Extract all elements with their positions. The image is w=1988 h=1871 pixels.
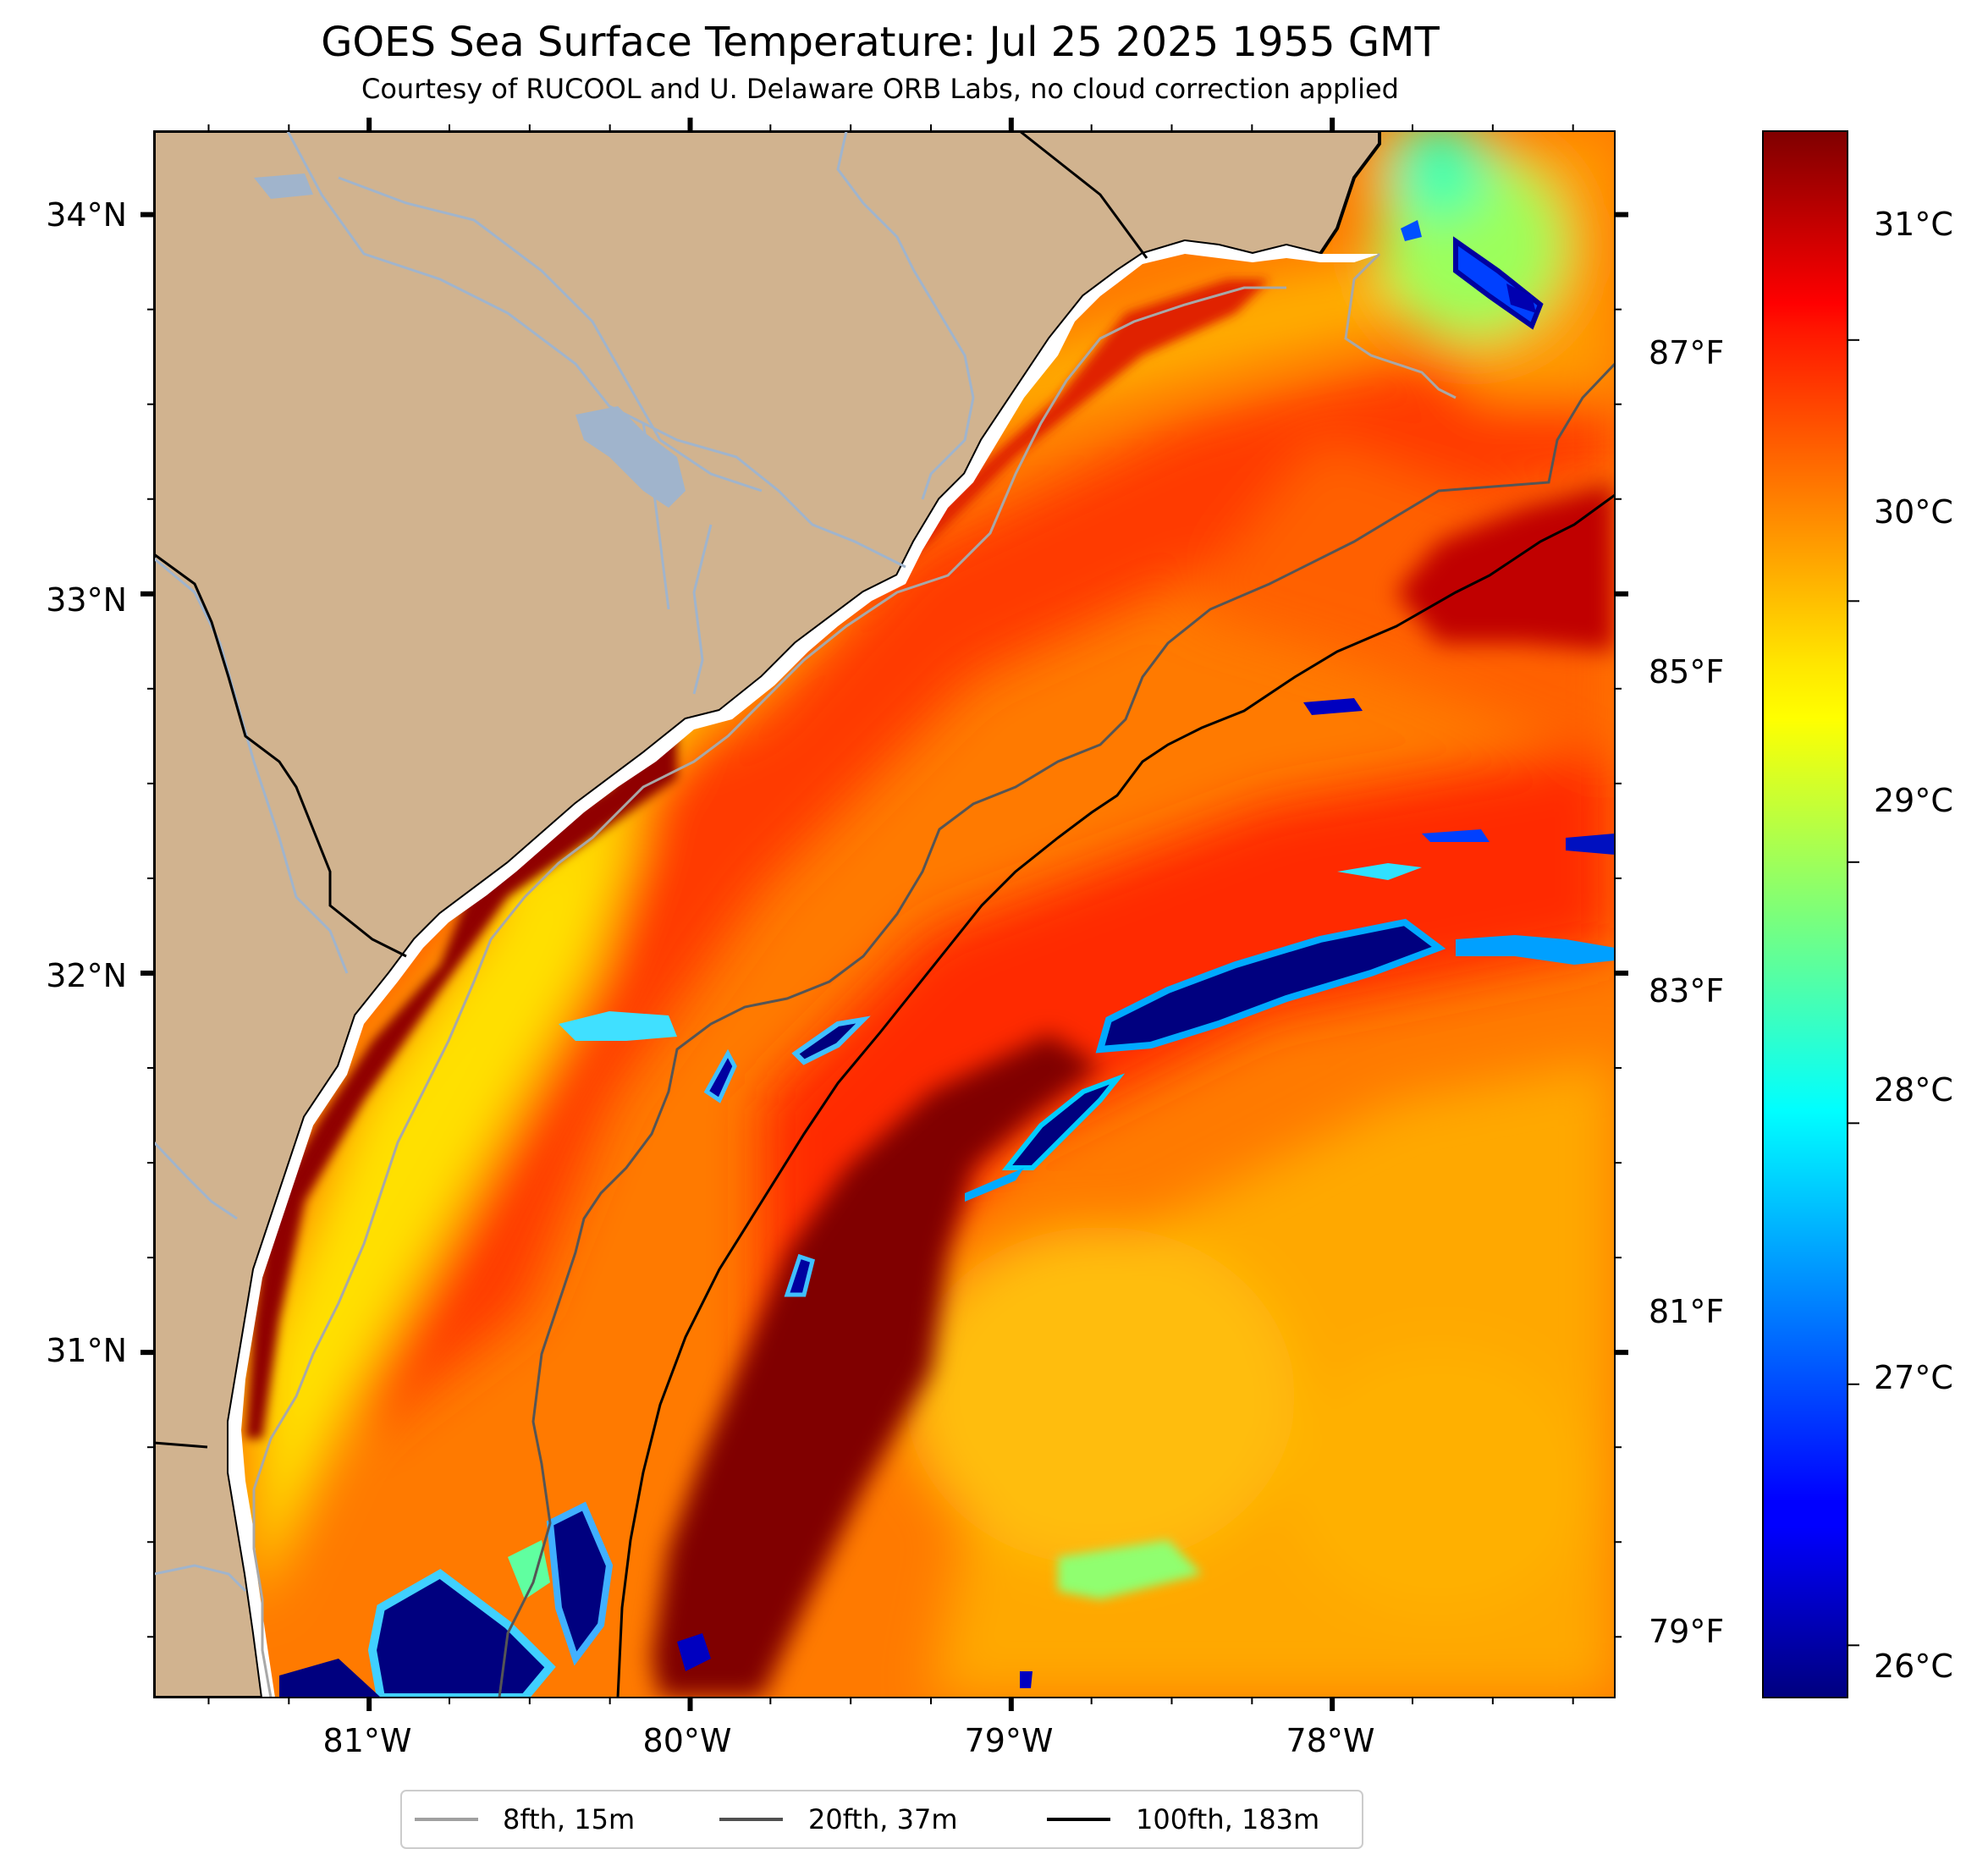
fahrenheit-tick-label: 85°F <box>1649 653 1724 691</box>
fahrenheit-tick-label: 79°F <box>1649 1613 1724 1650</box>
isobath-8fth <box>252 252 1457 1698</box>
celsius-tick-label: 26°C <box>1874 1648 1953 1685</box>
lon-tick-label: 80°W <box>643 1722 732 1759</box>
lat-tick-label: 33°N <box>46 581 127 619</box>
gulf-stream-north <box>1396 482 1615 652</box>
fahrenheit-labels: 87°F 85°F 83°F 81°F 79°F <box>1649 334 1724 1650</box>
fahrenheit-tick-label: 87°F <box>1649 334 1724 371</box>
legend: 8fth, 15m 20fth, 37m 100fth, 183m <box>400 1790 1363 1849</box>
lon-tick-label: 78°W <box>1286 1722 1375 1759</box>
celsius-tick-label: 27°C <box>1874 1359 1953 1396</box>
legend-label: 20fth, 37m <box>808 1803 957 1835</box>
map-axis-ticks <box>140 118 1628 1711</box>
cool-filaments <box>279 220 1615 1698</box>
celsius-tick-label: 28°C <box>1874 1071 1953 1109</box>
longitude-labels: 81°W 80°W 79°W 78°W <box>323 1722 1375 1759</box>
celsius-tick-label: 30°C <box>1874 493 1953 531</box>
isobath-100fth <box>616 493 1615 1698</box>
colorbar-gradient <box>1762 130 1848 1698</box>
lat-tick-label: 31°N <box>46 1332 127 1369</box>
lon-tick-label: 81°W <box>323 1722 412 1759</box>
celsius-tick-label: 31°C <box>1874 206 1953 243</box>
map-frame <box>153 130 1616 1698</box>
figure-subtitle: Courtesy of RUCOOL and U. Delaware ORB L… <box>361 73 1399 105</box>
legend-label: 100fth, 183m <box>1136 1803 1319 1835</box>
legend-label: 8fth, 15m <box>503 1803 635 1835</box>
celsius-tick-label: 29°C <box>1874 782 1953 819</box>
lake <box>575 406 686 508</box>
legend-box <box>400 1790 1363 1849</box>
gulf-stream-core <box>652 1034 1100 1698</box>
lake <box>254 173 313 199</box>
colorbar: 31°C 30°C 29°C 28°C 27°C 26°C <box>1762 130 1953 1698</box>
lat-tick-label: 34°N <box>46 196 127 234</box>
colorbar-ticks <box>1848 338 1859 1647</box>
nearshore-warm-band <box>245 728 677 1439</box>
figure-title: GOES Sea Surface Temperature: Jul 25 202… <box>321 19 1440 66</box>
fahrenheit-tick-label: 81°F <box>1649 1293 1724 1330</box>
lat-tick-label: 32°N <box>46 957 127 994</box>
fahrenheit-tick-label: 83°F <box>1649 972 1724 1010</box>
map-panel <box>154 131 1615 1698</box>
isobath-20fth <box>498 362 1615 1698</box>
lon-tick-label: 79°W <box>965 1722 1054 1759</box>
latitude-labels: 34°N 33°N 32°N 31°N <box>46 196 127 1369</box>
state-borders <box>154 131 1148 1449</box>
